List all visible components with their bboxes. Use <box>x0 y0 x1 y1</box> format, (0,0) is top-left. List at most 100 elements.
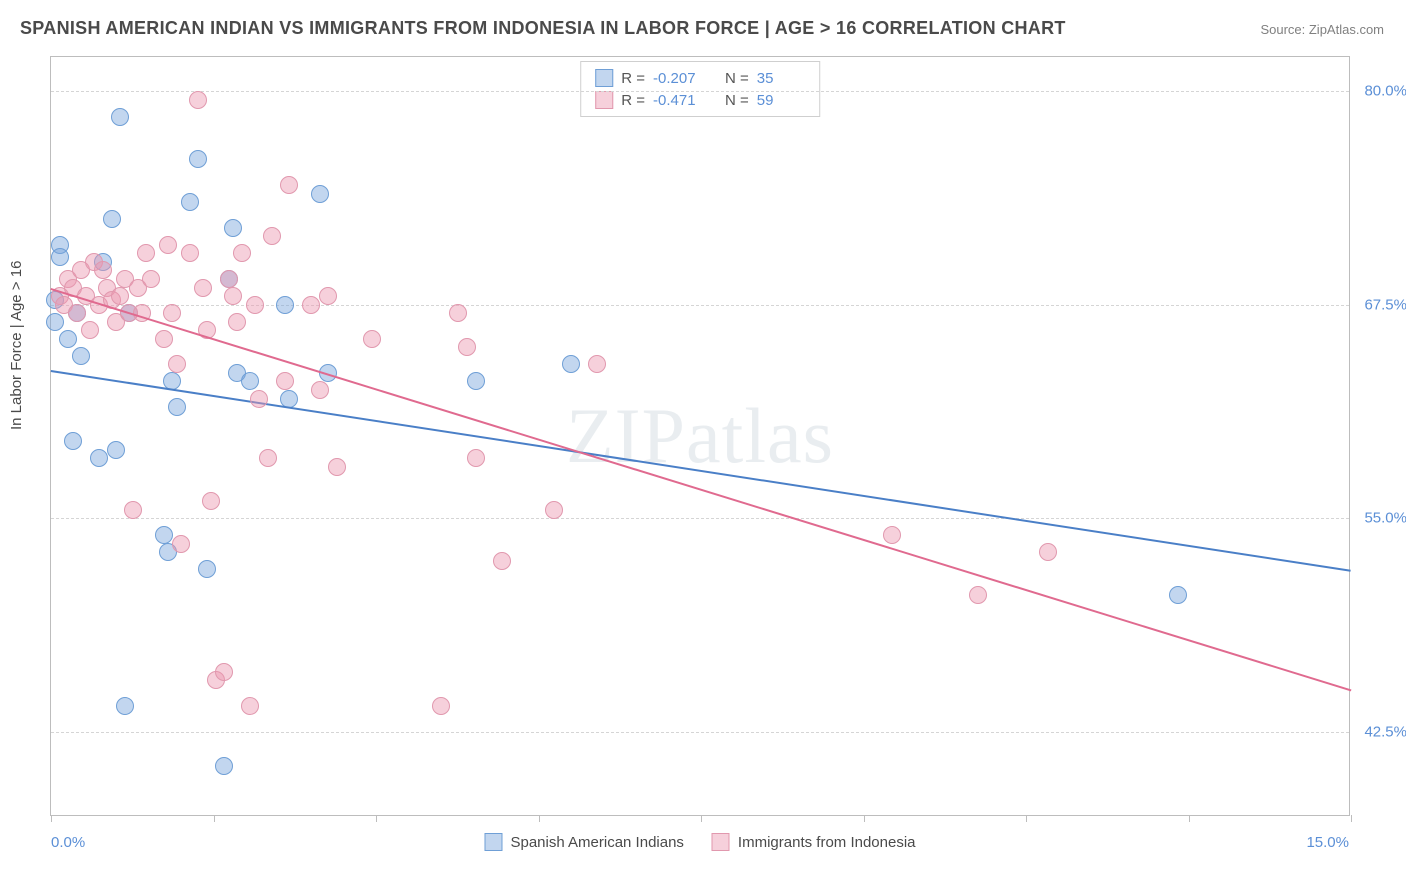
data-point <box>163 304 181 322</box>
data-point <box>228 313 246 331</box>
data-point <box>155 330 173 348</box>
trend-line <box>51 370 1351 572</box>
data-point <box>969 586 987 604</box>
y-tick-label: 55.0% <box>1364 510 1406 527</box>
data-point <box>159 236 177 254</box>
x-tick <box>539 815 540 822</box>
grid-line <box>51 518 1349 519</box>
data-point <box>458 338 476 356</box>
y-axis-label: In Labor Force | Age > 16 <box>8 261 25 430</box>
data-point <box>280 176 298 194</box>
x-tick <box>1351 815 1352 822</box>
data-point <box>263 227 281 245</box>
plot-area: ZIPatlas R = -0.207 N = 35 R = -0.471 N … <box>50 56 1350 816</box>
data-point <box>363 330 381 348</box>
data-point <box>189 150 207 168</box>
r-label: R = <box>621 92 645 109</box>
legend: Spanish American Indians Immigrants from… <box>484 833 915 851</box>
data-point <box>168 398 186 416</box>
data-point <box>59 330 77 348</box>
data-point <box>172 535 190 553</box>
data-point <box>137 244 155 262</box>
data-point <box>189 91 207 109</box>
data-point <box>64 432 82 450</box>
data-point <box>449 304 467 322</box>
x-tick <box>701 815 702 822</box>
swatch-series-0 <box>595 69 613 87</box>
data-point <box>46 313 64 331</box>
data-point <box>181 193 199 211</box>
grid-line <box>51 91 1349 92</box>
data-point <box>562 355 580 373</box>
data-point <box>302 296 320 314</box>
data-point <box>432 697 450 715</box>
data-point <box>467 449 485 467</box>
swatch-series-1 <box>595 91 613 109</box>
data-point <box>72 347 90 365</box>
data-point <box>181 244 199 262</box>
data-point <box>233 244 251 262</box>
data-point <box>246 296 264 314</box>
x-tick-label-left: 0.0% <box>51 834 85 851</box>
data-point <box>588 355 606 373</box>
data-point <box>116 697 134 715</box>
data-point <box>319 287 337 305</box>
legend-item-0: Spanish American Indians <box>484 833 683 851</box>
data-point <box>111 108 129 126</box>
data-point <box>194 279 212 297</box>
data-point <box>224 219 242 237</box>
data-point <box>259 449 277 467</box>
data-point <box>250 390 268 408</box>
r-label: R = <box>621 70 645 87</box>
data-point <box>215 757 233 775</box>
data-point <box>311 381 329 399</box>
data-point <box>124 501 142 519</box>
n-value-0: 35 <box>757 70 805 87</box>
data-point <box>493 552 511 570</box>
data-point <box>467 372 485 390</box>
legend-label-0: Spanish American Indians <box>510 834 683 851</box>
data-point <box>142 270 160 288</box>
data-point <box>1039 543 1057 561</box>
data-point <box>198 560 216 578</box>
y-tick-label: 42.5% <box>1364 723 1406 740</box>
data-point <box>328 458 346 476</box>
data-point <box>94 261 112 279</box>
chart-title: SPANISH AMERICAN INDIAN VS IMMIGRANTS FR… <box>20 18 1066 39</box>
n-value-1: 59 <box>757 92 805 109</box>
source-label: Source: ZipAtlas.com <box>1260 22 1384 37</box>
data-point <box>155 526 173 544</box>
legend-label-1: Immigrants from Indonesia <box>738 834 916 851</box>
data-point <box>241 372 259 390</box>
data-point <box>276 296 294 314</box>
r-value-0: -0.207 <box>653 70 701 87</box>
watermark: ZIPatlas <box>566 391 834 481</box>
data-point <box>90 449 108 467</box>
x-tick <box>1026 815 1027 822</box>
x-tick <box>1189 815 1190 822</box>
r-value-1: -0.471 <box>653 92 701 109</box>
x-tick <box>51 815 52 822</box>
legend-item-1: Immigrants from Indonesia <box>712 833 916 851</box>
data-point <box>545 501 563 519</box>
stats-row-series-1: R = -0.471 N = 59 <box>595 89 805 111</box>
stats-row-series-0: R = -0.207 N = 35 <box>595 67 805 89</box>
data-point <box>241 697 259 715</box>
data-point <box>103 210 121 228</box>
x-tick <box>214 815 215 822</box>
n-label: N = <box>725 70 749 87</box>
grid-line <box>51 732 1349 733</box>
n-label: N = <box>725 92 749 109</box>
data-point <box>51 248 69 266</box>
data-point <box>215 663 233 681</box>
data-point <box>111 287 129 305</box>
data-point <box>1169 586 1187 604</box>
x-tick <box>376 815 377 822</box>
legend-swatch-0 <box>484 833 502 851</box>
data-point <box>220 270 238 288</box>
correlation-stats-box: R = -0.207 N = 35 R = -0.471 N = 59 <box>580 61 820 117</box>
x-tick-label-right: 15.0% <box>1306 834 1349 851</box>
data-point <box>311 185 329 203</box>
data-point <box>168 355 186 373</box>
x-tick <box>864 815 865 822</box>
